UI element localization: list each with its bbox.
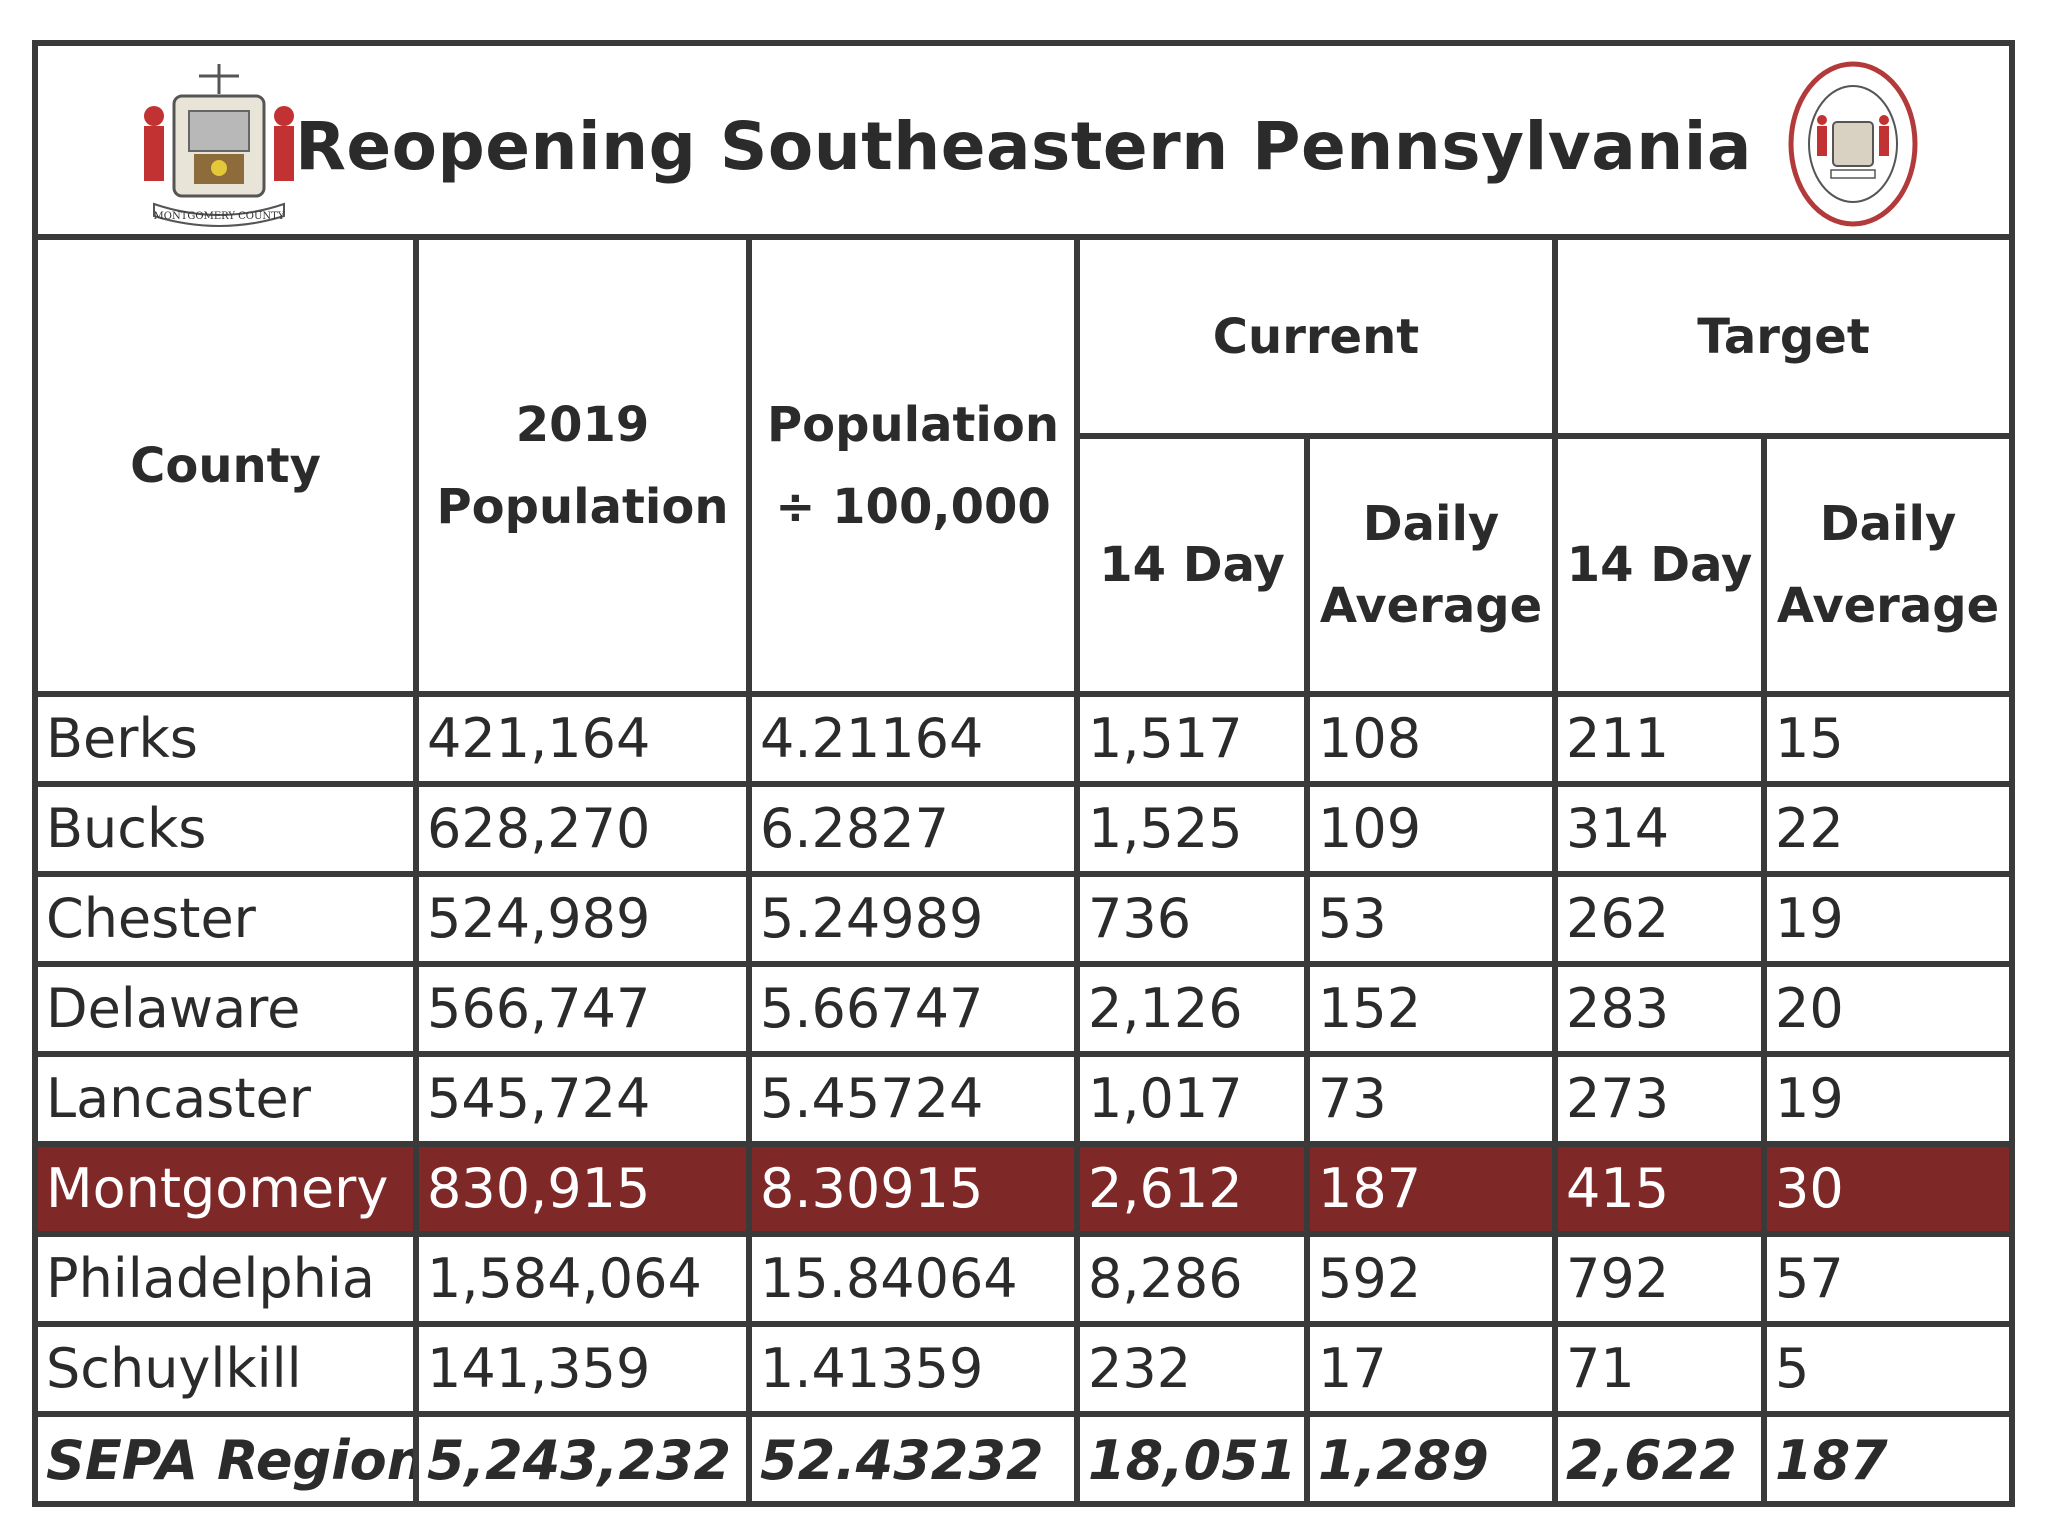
cell-county: Montgomery bbox=[38, 1141, 419, 1237]
page-title: Reopening Southeastern Pennsylvania bbox=[295, 108, 1752, 185]
cell-target-14day: 283 bbox=[1552, 961, 1768, 1057]
table-row-chester: Chester 524,989 5.24989 736 53 262 19 bbox=[38, 871, 2010, 967]
cell-target-daily: 57 bbox=[1761, 1231, 2010, 1327]
cell-population: 1,584,064 bbox=[413, 1231, 752, 1327]
cell-target-daily: 19 bbox=[1761, 1051, 2010, 1147]
header-per-100k-line2: ÷ 100,000 bbox=[775, 478, 1051, 535]
table-row-schuylkill: Schuylkill 141,359 1.41359 232 17 71 5 bbox=[38, 1321, 2010, 1417]
cell-per-100k: 1.41359 bbox=[746, 1321, 1080, 1417]
cell-county: Berks bbox=[38, 691, 419, 787]
cell-population: 141,359 bbox=[413, 1321, 752, 1417]
cell-current-14day: 18,051 bbox=[1074, 1411, 1310, 1504]
header-current-daily-line2: Average bbox=[1319, 578, 1543, 634]
cell-county: Lancaster bbox=[38, 1051, 419, 1147]
header-current: Current bbox=[1073, 240, 1559, 439]
cell-population: 628,270 bbox=[413, 781, 752, 877]
cell-target-14day: 314 bbox=[1552, 781, 1768, 877]
cell-target-daily: 15 bbox=[1761, 691, 2010, 787]
cell-target-14day: 792 bbox=[1552, 1231, 1768, 1327]
cell-population: 566,747 bbox=[413, 961, 752, 1057]
header-target-14day: 14 Day bbox=[1552, 433, 1768, 697]
cell-population: 545,724 bbox=[413, 1051, 752, 1147]
cell-county: Philadelphia bbox=[38, 1231, 419, 1327]
cell-population: 524,989 bbox=[413, 871, 752, 967]
table-row-berks: Berks 421,164 4.21164 1,517 108 211 15 bbox=[38, 691, 2010, 787]
cell-population: 5,243,232 bbox=[413, 1411, 752, 1504]
cell-target-daily: 19 bbox=[1761, 871, 2010, 967]
cell-target-14day: 211 bbox=[1552, 691, 1768, 787]
cell-current-14day: 1,017 bbox=[1074, 1051, 1310, 1147]
reopening-table: County 2019 Population Population ÷ 100,… bbox=[38, 240, 2010, 1504]
header-population: 2019 Population bbox=[413, 240, 752, 697]
header-county: County bbox=[38, 240, 419, 697]
cell-county: Schuylkill bbox=[38, 1321, 419, 1417]
cell-county: SEPA Region bbox=[38, 1411, 419, 1504]
header-current-14day: 14 Day bbox=[1077, 433, 1310, 697]
cell-per-100k: 5.45724 bbox=[746, 1051, 1080, 1147]
cell-target-daily: 20 bbox=[1761, 961, 2010, 1057]
cell-per-100k: 8.30915 bbox=[746, 1141, 1080, 1237]
cell-target-daily: 187 bbox=[1761, 1411, 2010, 1504]
cell-current-daily: 73 bbox=[1303, 1051, 1559, 1147]
cell-current-daily: 592 bbox=[1303, 1231, 1559, 1327]
cell-target-daily: 22 bbox=[1761, 781, 2010, 877]
montgomery-county-seal-icon: MONTGOMERY COUNTY bbox=[144, 64, 294, 227]
cell-target-14day: 2,622 bbox=[1552, 1411, 1768, 1504]
public-safety-seal-icon bbox=[1788, 61, 1918, 227]
cell-county: Bucks bbox=[38, 781, 419, 877]
cell-target-14day: 262 bbox=[1552, 871, 1768, 967]
cell-current-daily: 109 bbox=[1303, 781, 1559, 877]
cell-current-daily: 187 bbox=[1303, 1141, 1559, 1237]
cell-per-100k: 5.24989 bbox=[746, 871, 1080, 967]
cell-current-14day: 736 bbox=[1074, 871, 1310, 967]
cell-current-daily: 53 bbox=[1303, 871, 1559, 967]
header: MONTGOMERY COUNTY Reopening Southeastern… bbox=[38, 46, 2009, 240]
cell-target-14day: 71 bbox=[1552, 1321, 1768, 1417]
table-row-delaware: Delaware 566,747 5.66747 2,126 152 283 2… bbox=[38, 961, 2010, 1057]
cell-current-14day: 232 bbox=[1074, 1321, 1310, 1417]
header-per-100k-line1: Population bbox=[766, 396, 1060, 453]
cell-per-100k: 4.21164 bbox=[746, 691, 1080, 787]
table-row-total: SEPA Region 5,243,232 52.43232 18,051 1,… bbox=[38, 1411, 2010, 1504]
cell-target-daily: 5 bbox=[1761, 1321, 2010, 1417]
cell-population: 830,915 bbox=[413, 1141, 752, 1237]
header-target: Target bbox=[1552, 240, 2010, 439]
cell-population: 421,164 bbox=[413, 691, 752, 787]
header-population-line1: 2019 bbox=[515, 396, 650, 453]
header-current-daily: Daily Average bbox=[1303, 433, 1559, 697]
cell-per-100k: 52.43232 bbox=[746, 1411, 1080, 1504]
cell-current-14day: 2,612 bbox=[1074, 1141, 1310, 1237]
cell-current-14day: 1,525 bbox=[1074, 781, 1310, 877]
header-row-2: 14 Day Daily Average 14 Day Daily Averag… bbox=[38, 433, 2010, 697]
header-row-1: County 2019 Population Population ÷ 100,… bbox=[38, 240, 2010, 697]
cell-target-daily: 30 bbox=[1761, 1141, 2010, 1237]
cell-current-daily: 152 bbox=[1303, 961, 1559, 1057]
cell-current-14day: 1,517 bbox=[1074, 691, 1310, 787]
header-target-daily-line1: Daily bbox=[1819, 496, 1957, 552]
header-current-daily-line1: Daily bbox=[1362, 496, 1500, 552]
cell-current-daily: 108 bbox=[1303, 691, 1559, 787]
table-row-bucks: Bucks 628,270 6.2827 1,525 109 314 22 bbox=[38, 781, 2010, 877]
cell-county: Delaware bbox=[38, 961, 419, 1057]
cell-target-14day: 273 bbox=[1552, 1051, 1768, 1147]
cell-current-daily: 1,289 bbox=[1303, 1411, 1559, 1504]
table-row-philadelphia: Philadelphia 1,584,064 15.84064 8,286 59… bbox=[38, 1231, 2010, 1327]
header-population-line2: Population bbox=[436, 478, 729, 535]
cell-per-100k: 5.66747 bbox=[746, 961, 1080, 1057]
cell-per-100k: 15.84064 bbox=[746, 1231, 1080, 1327]
header-target-daily: Daily Average bbox=[1761, 433, 2010, 697]
cell-current-daily: 17 bbox=[1303, 1321, 1559, 1417]
cell-county: Chester bbox=[38, 871, 419, 967]
cell-per-100k: 6.2827 bbox=[746, 781, 1080, 877]
cell-target-14day: 415 bbox=[1552, 1141, 1768, 1237]
table-row-montgomery: Montgomery 830,915 8.30915 2,612 187 415… bbox=[38, 1141, 2010, 1237]
table-row-lancaster: Lancaster 545,724 5.45724 1,017 73 273 1… bbox=[38, 1051, 2010, 1147]
seal-left-text: MONTGOMERY COUNTY bbox=[154, 211, 285, 222]
header-per-100k: Population ÷ 100,000 bbox=[746, 240, 1080, 697]
cell-current-14day: 2,126 bbox=[1074, 961, 1310, 1057]
document-frame: MONTGOMERY COUNTY Reopening Southeastern… bbox=[32, 40, 2015, 1507]
header-target-daily-line2: Average bbox=[1776, 578, 2000, 634]
cell-current-14day: 8,286 bbox=[1074, 1231, 1310, 1327]
